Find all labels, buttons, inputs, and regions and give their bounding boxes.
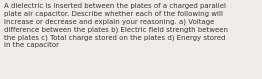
Text: A dielectric is inserted between the plates of a charged parallel
plate air capa: A dielectric is inserted between the pla…	[4, 3, 228, 48]
